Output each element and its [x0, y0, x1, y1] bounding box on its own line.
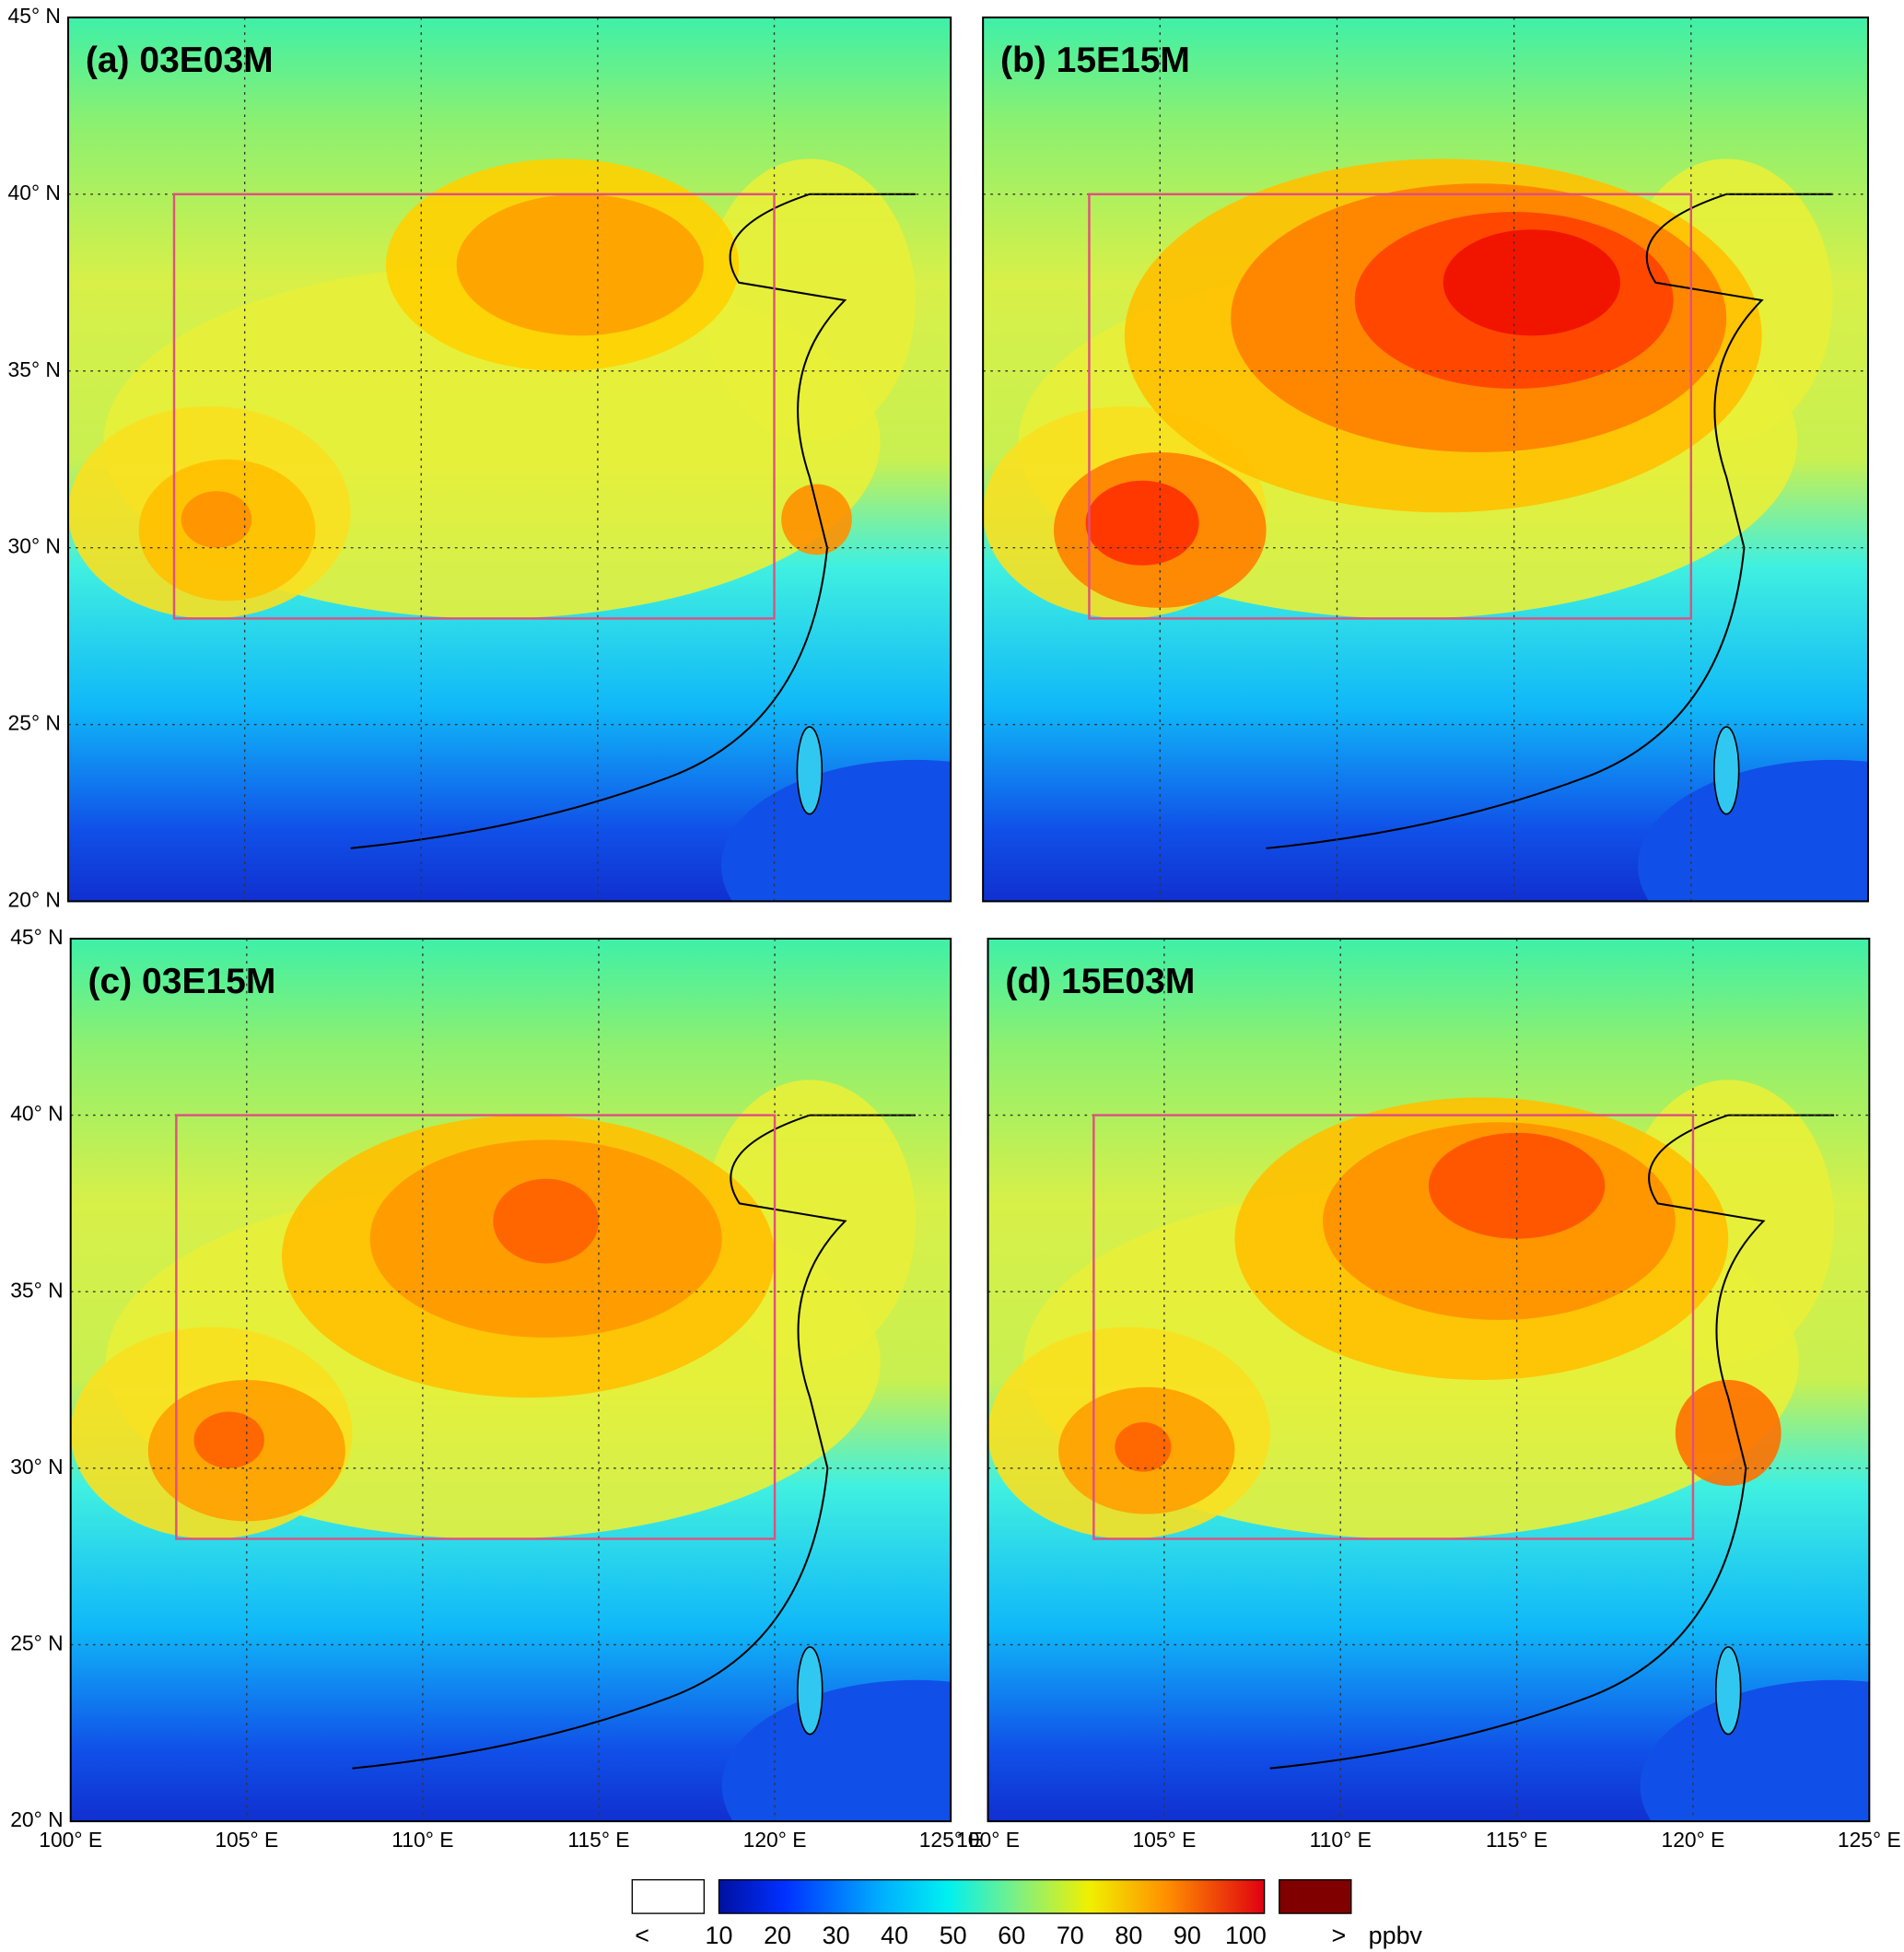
panel-title: (d) 15E03M: [1005, 962, 1195, 1001]
colorbar-tick-label: 90: [1174, 1922, 1201, 1949]
longitude-label: 100° E: [39, 1828, 102, 1852]
colorbar-over: [1279, 1878, 1352, 1914]
panel-frame: [987, 937, 1871, 1823]
map-panel: (a) 03E03M 45° N 40° N 35° N 30° N 25° N 20° N: [8, 4, 952, 911]
coastline: [350, 193, 916, 849]
field-contour: [1443, 229, 1620, 336]
map-panel: (b) 15E15M: [982, 16, 1869, 903]
field-contour: [1115, 1422, 1172, 1472]
ocean-blue: [721, 1679, 952, 1822]
colorbar-tick-label: 60: [998, 1922, 1025, 1949]
latitude-label: 35° N: [10, 1278, 63, 1302]
longitude-label: 110° E: [391, 1828, 453, 1852]
colorbar: < > ppbv 10 20 30 40 50 60 70 80 90 100: [631, 1878, 1423, 1949]
longitude-label: 115° E: [567, 1828, 629, 1852]
taiwan: [1712, 726, 1740, 815]
field-contour: [181, 491, 252, 548]
colorbar-tick-label: 30: [823, 1922, 850, 1949]
latitude-label: 25° N: [8, 711, 61, 735]
latitude-label: 35° N: [8, 357, 61, 381]
panel-frame: [69, 937, 952, 1823]
field-contour: [193, 1411, 264, 1468]
taiwan: [1714, 1646, 1742, 1736]
taiwan: [796, 726, 824, 815]
colorbar-tick-label: 40: [881, 1922, 908, 1949]
longitude-label: 105° E: [215, 1828, 278, 1852]
latitude-label: 20° N: [8, 887, 61, 911]
analysis-box: [1088, 193, 1693, 620]
longitude-label: 100° E: [956, 1828, 1020, 1852]
colorbar-tick-label: 80: [1115, 1922, 1142, 1949]
field-contour: [1085, 480, 1199, 566]
ocean-blue: [721, 759, 952, 902]
field-contour: [456, 193, 704, 336]
colorbar-tick-label: 10: [706, 1922, 733, 1949]
panels: (a) 03E03M 45° N 40° N 35° N 30° N 25° N 20° N…: [8, 4, 1901, 1852]
latitude-label: 30° N: [8, 534, 61, 558]
map-field: [983, 17, 1868, 902]
colorbar-under: [631, 1878, 706, 1914]
coastline: [352, 1114, 916, 1770]
map-panel: (c) 03E15M 45° N 40° N 35° N 30° N 25° N 20° N…: [10, 925, 983, 1852]
coastline: [1269, 1114, 1835, 1770]
field-contour: [1675, 1380, 1781, 1487]
colorbar-unit: ppbv: [1369, 1922, 1423, 1949]
longitude-label: 125° E: [1838, 1828, 1901, 1852]
colorbar-scale: [718, 1878, 1266, 1914]
map-field: [987, 938, 1870, 1822]
latitude-label: 45° N: [8, 4, 61, 28]
panel-frame: [67, 16, 952, 903]
analysis-box: [172, 193, 776, 620]
field-contour: [703, 158, 916, 442]
ocean-blue: [1640, 1679, 1870, 1822]
colorbar-tick-label: 50: [940, 1922, 967, 1949]
panel-frame: [982, 16, 1869, 903]
longitude-label: 125° E: [919, 1828, 983, 1852]
coastline: [1266, 193, 1833, 849]
field-contour: [781, 484, 852, 555]
latitude-label: 40° N: [8, 181, 61, 205]
panel-title: (b) 15E15M: [1000, 41, 1190, 80]
taiwan: [797, 1646, 824, 1736]
ocean-blue: [1638, 759, 1868, 902]
panel-title: (a) 03E03M: [86, 41, 274, 80]
map-field: [70, 938, 952, 1822]
latitude-label: 45° N: [10, 925, 63, 949]
latitude-label: 40° N: [10, 1102, 63, 1126]
longitude-label: 120° E: [743, 1828, 807, 1852]
longitude-label: 115° E: [1486, 1828, 1548, 1852]
field-contour: [493, 1178, 599, 1264]
latitude-label: 25° N: [10, 1631, 63, 1654]
map-panel: (d) 15E03M 100° E 105° E 110° E 115° E 120° E…: [956, 937, 1901, 1852]
colorbar-tick-label: 20: [764, 1922, 791, 1949]
analysis-box: [1092, 1114, 1695, 1540]
colorbar-above-label: >: [1332, 1922, 1347, 1949]
map-field: [68, 17, 952, 902]
longitude-label: 120° E: [1662, 1828, 1725, 1852]
panel-title: (c) 03E15M: [88, 962, 276, 1001]
colorbar-below-label: <: [635, 1922, 649, 1949]
colorbar-tick-label: 70: [1057, 1922, 1084, 1949]
longitude-label: 105° E: [1132, 1828, 1196, 1852]
longitude-label: 110° E: [1310, 1828, 1372, 1852]
latitude-label: 30° N: [10, 1455, 63, 1479]
colorbar-tick-label: 100: [1225, 1922, 1267, 1949]
analysis-box: [175, 1114, 777, 1540]
latitude-label: 20° N: [10, 1807, 63, 1831]
